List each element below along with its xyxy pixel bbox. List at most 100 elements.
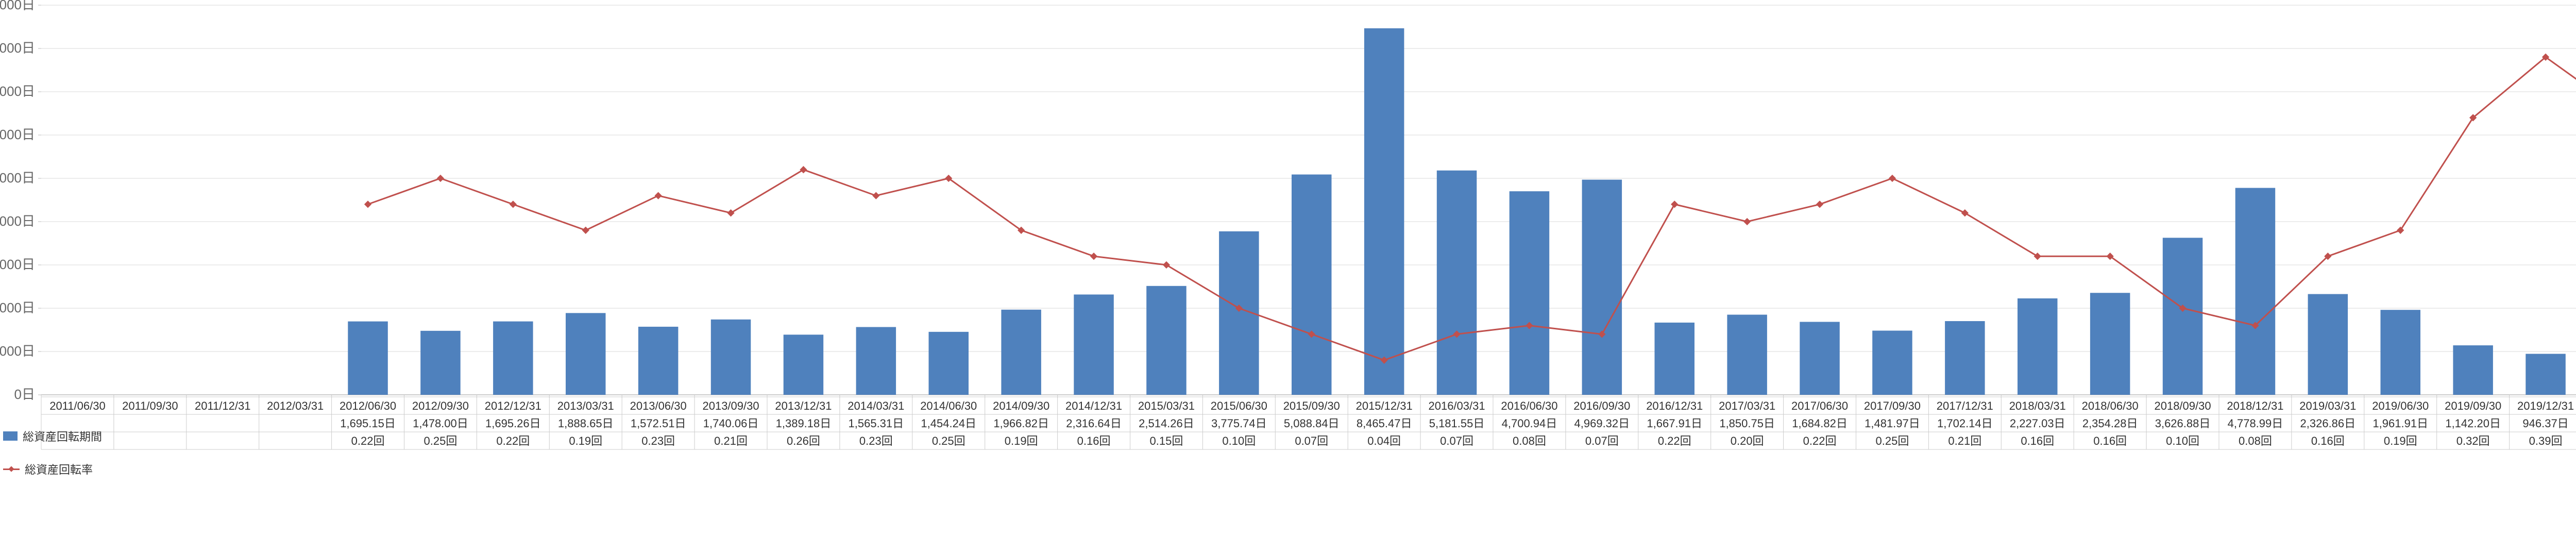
bar [2235, 188, 2275, 395]
line-value-label: 0.39回 [2529, 434, 2563, 447]
bar-value-label: 1,565.31日 [849, 417, 904, 430]
y-left-tick: 9,000日 [0, 0, 35, 12]
line-value-label: 0.19回 [2384, 434, 2417, 447]
bar-value-label: 5,181.55日 [1429, 417, 1485, 430]
bar-value-label: 1,389.18日 [776, 417, 832, 430]
legend-line-label: 総資産回転率 [25, 461, 93, 477]
bar-value-label: 1,695.15日 [340, 417, 396, 430]
bar-value-label: 4,778.99日 [2228, 417, 2283, 430]
bar-value-label: 2,514.26日 [1139, 417, 1194, 430]
bar-value-label: 4,700.94日 [1502, 417, 1557, 430]
bar [1655, 323, 1694, 395]
legend-bar-label: 総資産回転期間 [23, 428, 102, 444]
line-marker [2034, 253, 2041, 260]
legend-line-row: 総資産回転率 [3, 461, 102, 477]
bar-value-label: 2,227.03日 [2010, 417, 2065, 430]
line-marker [1816, 200, 1823, 208]
line-marker [364, 200, 371, 208]
chart-container: 0.00回0.05回0.10回0.15回0.20回0.25回0.30回0.35回… [0, 0, 2576, 552]
bar-value-label: 2,326.86日 [2300, 417, 2356, 430]
line-value-label: 0.23回 [641, 434, 675, 447]
bar-value-label: 4,969.32日 [1574, 417, 1630, 430]
bar [348, 322, 387, 395]
bar [1582, 180, 1622, 395]
bar-value-label: 1,850.75日 [1719, 417, 1775, 430]
bar-value-label: 8,465.47日 [1357, 417, 1412, 430]
line-value-label: 0.08回 [1513, 434, 1546, 447]
category-label: 2012/06/30 [340, 399, 396, 412]
bar [2163, 238, 2202, 395]
bar [420, 331, 460, 395]
category-label: 2013/03/31 [557, 399, 614, 412]
category-label: 2019/06/30 [2372, 399, 2429, 412]
category-label: 2014/06/30 [920, 399, 977, 412]
category-label: 2015/06/30 [1211, 399, 1267, 412]
category-label: 2016/09/30 [1573, 399, 1630, 412]
bar [1510, 191, 1549, 395]
category-label: 2015/12/31 [1356, 399, 1413, 412]
category-label: 2017/03/31 [1719, 399, 1775, 412]
bar [638, 327, 678, 395]
bar-value-label: 3,626.88日 [2155, 417, 2211, 430]
bar [2526, 354, 2565, 395]
bar-value-label: 1,961.91日 [2372, 417, 2428, 430]
category-label: 2011/12/31 [195, 399, 250, 412]
category-label: 2014/09/30 [993, 399, 1049, 412]
category-label: 2017/06/30 [1791, 399, 1848, 412]
bar-value-label: 1,740.06日 [703, 417, 759, 430]
line-value-label: 0.25回 [424, 434, 457, 447]
line-marker [510, 200, 517, 208]
bar [1001, 310, 1041, 395]
category-label: 2018/09/30 [2154, 399, 2211, 412]
category-label: 2013/09/30 [702, 399, 759, 412]
bar-value-label: 3,775.74日 [1211, 417, 1267, 430]
line-value-label: 0.07回 [1585, 434, 1619, 447]
legend-bar-swatch [3, 431, 18, 441]
line-value-label: 0.22回 [496, 434, 530, 447]
bar-value-label: 1,966.82日 [993, 417, 1049, 430]
bar [1872, 331, 1912, 395]
category-label: 2019/03/31 [2299, 399, 2356, 412]
line-value-label: 0.32回 [2456, 434, 2490, 447]
line-value-label: 0.21回 [714, 434, 748, 447]
bar [2018, 298, 2057, 395]
y-left-tick: 3,000日 [0, 257, 35, 272]
category-label: 2013/12/31 [775, 399, 832, 412]
category-label: 2011/06/30 [49, 399, 105, 412]
chart-svg: 0.00回0.05回0.10回0.15回0.20回0.25回0.30回0.35回… [0, 0, 2576, 552]
line-value-label: 0.25回 [932, 434, 965, 447]
category-label: 2018/06/30 [2082, 399, 2139, 412]
legend-left: 総資産回転期間 総資産回転率 [3, 428, 102, 477]
bar-value-label: 1,142.20日 [2445, 417, 2501, 430]
line-value-label: 0.10回 [2166, 434, 2199, 447]
bar-value-label: 1,667.91日 [1647, 417, 1702, 430]
category-label: 2014/03/31 [848, 399, 904, 412]
bar-value-label: 1,481.97日 [1865, 417, 1920, 430]
line-value-label: 0.16回 [2021, 434, 2054, 447]
line-marker [1961, 209, 1969, 216]
bar-value-label: 5,088.84日 [1284, 417, 1340, 430]
line-marker [437, 175, 444, 182]
bar-value-label: 2,354.28日 [2082, 417, 2138, 430]
bar [1146, 286, 1186, 395]
line-marker [1743, 218, 1751, 225]
bar-value-label: 1,695.26日 [485, 417, 541, 430]
bar-value-label: 1,478.00日 [413, 417, 468, 430]
category-label: 2019/12/31 [2517, 399, 2574, 412]
bar [493, 322, 533, 395]
line-value-label: 0.08回 [2239, 434, 2272, 447]
line-marker [1090, 253, 1097, 260]
line-marker [655, 192, 662, 199]
bar [856, 327, 896, 395]
line-value-label: 0.22回 [1658, 434, 1691, 447]
category-label: 2012/09/30 [412, 399, 469, 412]
y-left-tick: 0日 [14, 387, 35, 402]
category-label: 2013/06/30 [630, 399, 687, 412]
line-value-label: 0.07回 [1440, 434, 1473, 447]
line-value-label: 0.07回 [1295, 434, 1328, 447]
line-value-label: 0.16回 [2093, 434, 2127, 447]
y-left-tick: 6,000日 [0, 127, 35, 142]
category-label: 2015/03/31 [1138, 399, 1195, 412]
bar-value-label: 2,316.64日 [1066, 417, 1122, 430]
category-label: 2017/09/30 [1864, 399, 1921, 412]
